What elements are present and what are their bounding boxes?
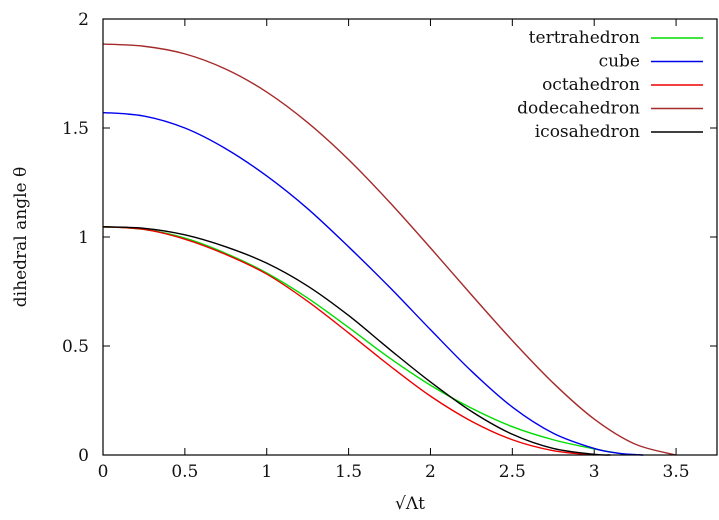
x-tick-label: 0 <box>98 462 109 482</box>
legend-label-dodecahedron: dodecahedron <box>517 99 640 119</box>
legend: tertrahedron cube octahedron dodecahedron ic… <box>517 28 703 142</box>
x-tick-label: 3 <box>589 462 600 482</box>
series-line-icosahedron <box>102 226 611 456</box>
legend-label-cube: cube <box>599 52 640 72</box>
tick-layer: 0 0.5 1 1.5 2 2.5 3 3.5 0 0.5 1 1.5 2 <box>62 10 717 482</box>
x-tick-label: 2 <box>425 462 436 482</box>
x-tick-label: 1 <box>261 462 272 482</box>
series-layer <box>102 43 677 456</box>
y-tick-label: 1.5 <box>62 119 89 139</box>
series-line-tertrahedron <box>102 226 636 456</box>
series-line-octahedron <box>102 226 595 456</box>
x-tick-label: 1.5 <box>335 462 362 482</box>
legend-label-tertrahedron: tertrahedron <box>529 28 640 48</box>
plot-frame <box>102 18 718 456</box>
y-tick-label: 0.5 <box>62 337 89 357</box>
x-axis-label: √Λt <box>395 494 425 514</box>
x-tick-label: 2.5 <box>499 462 526 482</box>
series-line-dodecahedron <box>102 43 677 456</box>
y-tick-label: 1 <box>78 228 89 248</box>
legend-label-icosahedron: icosahedron <box>535 122 640 142</box>
x-tick-label: 3.5 <box>663 462 690 482</box>
y-tick-label: 0 <box>78 446 89 466</box>
y-tick-label: 2 <box>78 10 89 30</box>
legend-label-octahedron: octahedron <box>542 75 640 95</box>
y-axis-label: dihedral angle θ <box>11 167 31 307</box>
series-line-cube <box>102 111 644 456</box>
x-tick-label: 0.5 <box>171 462 198 482</box>
